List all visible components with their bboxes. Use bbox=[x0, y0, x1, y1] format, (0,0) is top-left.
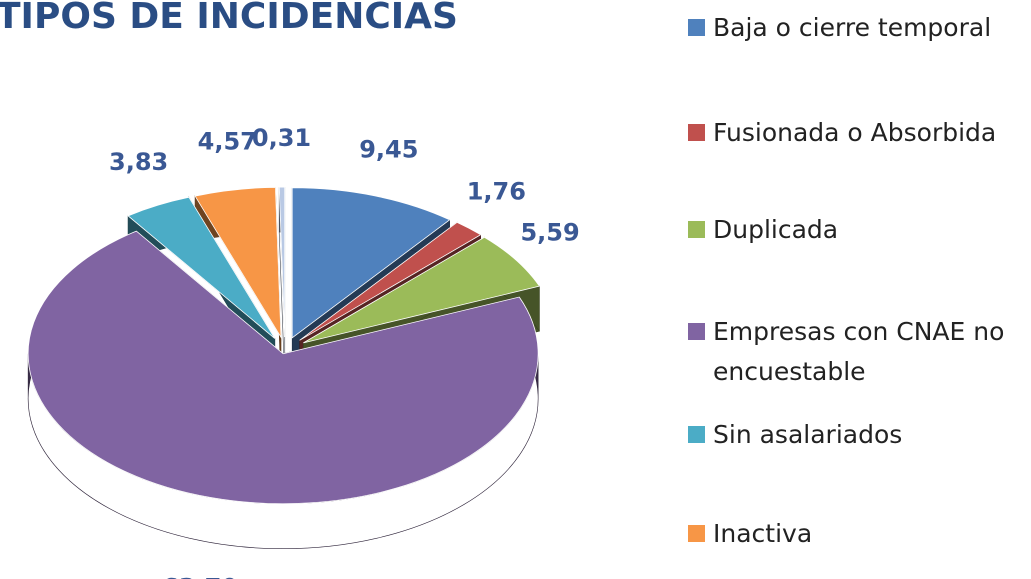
slice bbox=[194, 186, 282, 339]
legend-label: Inactiva bbox=[713, 519, 813, 548]
value-label: 63,70 bbox=[162, 574, 238, 579]
legend-entry: Sin asalariados bbox=[688, 415, 1028, 455]
value-label: 3,83 bbox=[109, 148, 168, 176]
legend-label: Empresas con CNAE no encuestable bbox=[713, 317, 1005, 386]
legend-entry: Duplicada bbox=[688, 210, 1028, 250]
chart-title: TIPOS DE INCIDENCIAS bbox=[0, 0, 458, 37]
slice bbox=[299, 221, 482, 341]
legend-entry: Empresas con CNAE no encuestable bbox=[688, 312, 1028, 392]
slice bbox=[27, 230, 539, 505]
value-label: 5,59 bbox=[520, 219, 579, 247]
legend-entry: Baja o cierre temporal bbox=[688, 8, 1028, 48]
slice bbox=[303, 236, 541, 344]
legend-swatch bbox=[688, 19, 705, 36]
value-label: 0,31 bbox=[252, 124, 311, 152]
value-label: 1,76 bbox=[467, 177, 526, 205]
legend-swatch bbox=[688, 525, 705, 542]
slice bbox=[127, 196, 276, 339]
legend-label: Duplicada bbox=[713, 215, 839, 244]
slice bbox=[278, 186, 286, 338]
legend-label: Fusionada o Absorbida bbox=[713, 118, 997, 147]
legend-label: Baja o cierre temporal bbox=[713, 13, 992, 42]
slice bbox=[291, 187, 451, 339]
legend-entry: Inactiva bbox=[688, 514, 1028, 554]
legend-label: Sin asalariados bbox=[713, 420, 903, 449]
value-label: 4,57 bbox=[198, 128, 257, 156]
legend-swatch bbox=[688, 426, 705, 443]
legend-swatch bbox=[688, 323, 705, 340]
value-label: 9,45 bbox=[359, 136, 418, 164]
legend-entry: Fusionada o Absorbida bbox=[688, 113, 1028, 153]
legend-swatch bbox=[688, 221, 705, 238]
legend-swatch bbox=[688, 124, 705, 141]
